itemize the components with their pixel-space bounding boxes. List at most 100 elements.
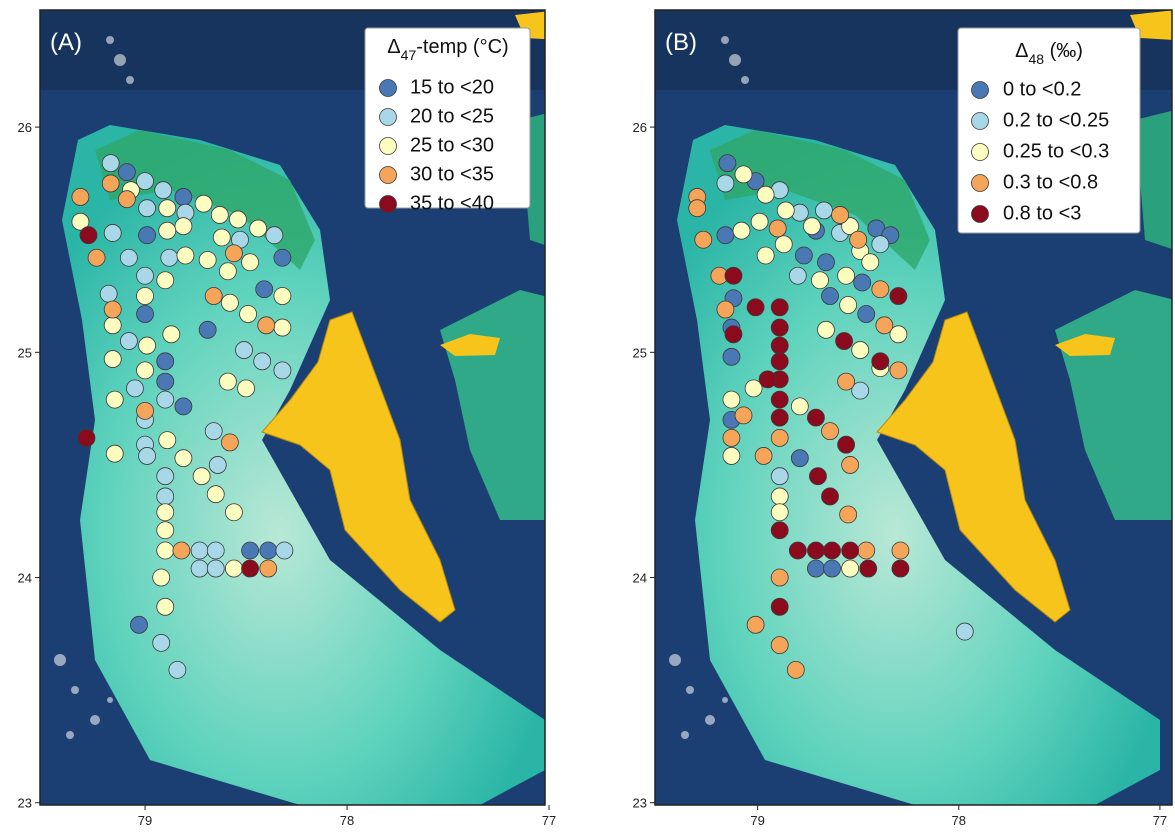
sample-point (213, 229, 230, 246)
x-tick-label: 77 (542, 813, 556, 828)
sample-point (807, 560, 824, 577)
sample-point (250, 220, 267, 237)
sample-point (78, 429, 95, 446)
sample-point (157, 468, 174, 485)
sample-point (157, 391, 174, 408)
sample-point (842, 542, 859, 559)
sample-point (157, 373, 174, 390)
legend-title-part: 48 (1028, 51, 1044, 67)
sample-point (747, 299, 764, 316)
sample-point (771, 488, 788, 505)
sample-point (137, 402, 154, 419)
sample-point (137, 306, 154, 323)
sample-point (771, 353, 788, 370)
x-tick-label: 77 (1153, 813, 1167, 828)
sample-point (225, 245, 242, 262)
sample-point (815, 202, 832, 219)
sample-point (840, 506, 857, 523)
sample-point (735, 166, 752, 183)
sample-point (771, 299, 788, 316)
sample-point (242, 542, 259, 559)
sample-point (120, 333, 137, 350)
sample-point (242, 560, 259, 577)
sample-point (842, 560, 859, 577)
sample-point (104, 351, 121, 368)
sample-point (854, 274, 871, 291)
sample-point (72, 188, 89, 205)
sample-point (771, 468, 788, 485)
legend-title-part: Δ (1015, 40, 1028, 62)
sample-point (822, 288, 839, 305)
sample-point (695, 231, 712, 248)
sample-point (817, 321, 834, 338)
sample-point (88, 249, 105, 266)
sample-point (757, 247, 774, 264)
sample-point (266, 227, 283, 244)
sample-point (236, 342, 253, 359)
legend-swatch (972, 206, 989, 223)
y-tick-label: 23 (633, 796, 647, 811)
panel-label: (B) (665, 29, 697, 56)
y-tick-label: 26 (18, 120, 32, 135)
sample-point (209, 456, 226, 473)
sample-point (771, 337, 788, 354)
sample-point (791, 450, 808, 467)
sample-point (175, 188, 192, 205)
sample-point (211, 206, 228, 223)
sample-point (725, 267, 742, 284)
sample-point (850, 231, 867, 248)
page: {"chart_data": [ {"type": "scatter", "pa… (0, 0, 1175, 834)
legend-label: 35 to <40 (410, 192, 494, 214)
sample-point (838, 373, 855, 390)
y-tick-label: 23 (18, 796, 32, 811)
legend-label: 0.8 to <3 (1003, 202, 1081, 224)
sample-point (876, 317, 893, 334)
legend-title-part: (‰) (1044, 40, 1083, 62)
legend-swatch (380, 196, 397, 213)
sample-point (159, 222, 176, 239)
legend-label: 25 to <30 (410, 134, 494, 156)
sample-point (157, 522, 174, 539)
sample-point (717, 227, 734, 244)
sample-point (159, 432, 176, 449)
sample-point (872, 353, 889, 370)
sample-point (155, 182, 172, 199)
sample-point (139, 200, 156, 217)
sample-point (725, 326, 742, 343)
sample-point (106, 391, 123, 408)
legend-swatch (380, 80, 397, 97)
sample-point (274, 249, 291, 266)
sample-point (771, 504, 788, 521)
sample-point (225, 560, 242, 577)
sample-point (137, 362, 154, 379)
sample-point (199, 321, 216, 338)
legend-label: 20 to <25 (410, 105, 494, 127)
legend-label: 15 to <20 (410, 76, 494, 98)
sample-point (118, 191, 135, 208)
sample-point (157, 598, 174, 615)
sample-point (100, 285, 117, 302)
sample-point (199, 251, 216, 268)
sample-point (838, 436, 855, 453)
legend-swatch (972, 113, 989, 130)
sample-point (104, 301, 121, 318)
sample-point (723, 447, 740, 464)
sample-point (838, 267, 855, 284)
sample-point (860, 560, 877, 577)
sample-point (258, 317, 275, 334)
sample-point (789, 542, 806, 559)
legend-swatch (972, 175, 989, 192)
legend-label: 30 to <35 (410, 163, 494, 185)
sample-point (104, 317, 121, 334)
sample-point (161, 249, 178, 266)
sample-point (717, 301, 734, 318)
sample-point (104, 224, 121, 241)
sample-point (157, 542, 174, 559)
sample-point (789, 267, 806, 284)
sample-point (126, 380, 143, 397)
legend-swatch (380, 109, 397, 126)
sample-point (157, 272, 174, 289)
sample-point (106, 445, 123, 462)
sample-point (747, 616, 764, 633)
sample-point (769, 220, 786, 237)
